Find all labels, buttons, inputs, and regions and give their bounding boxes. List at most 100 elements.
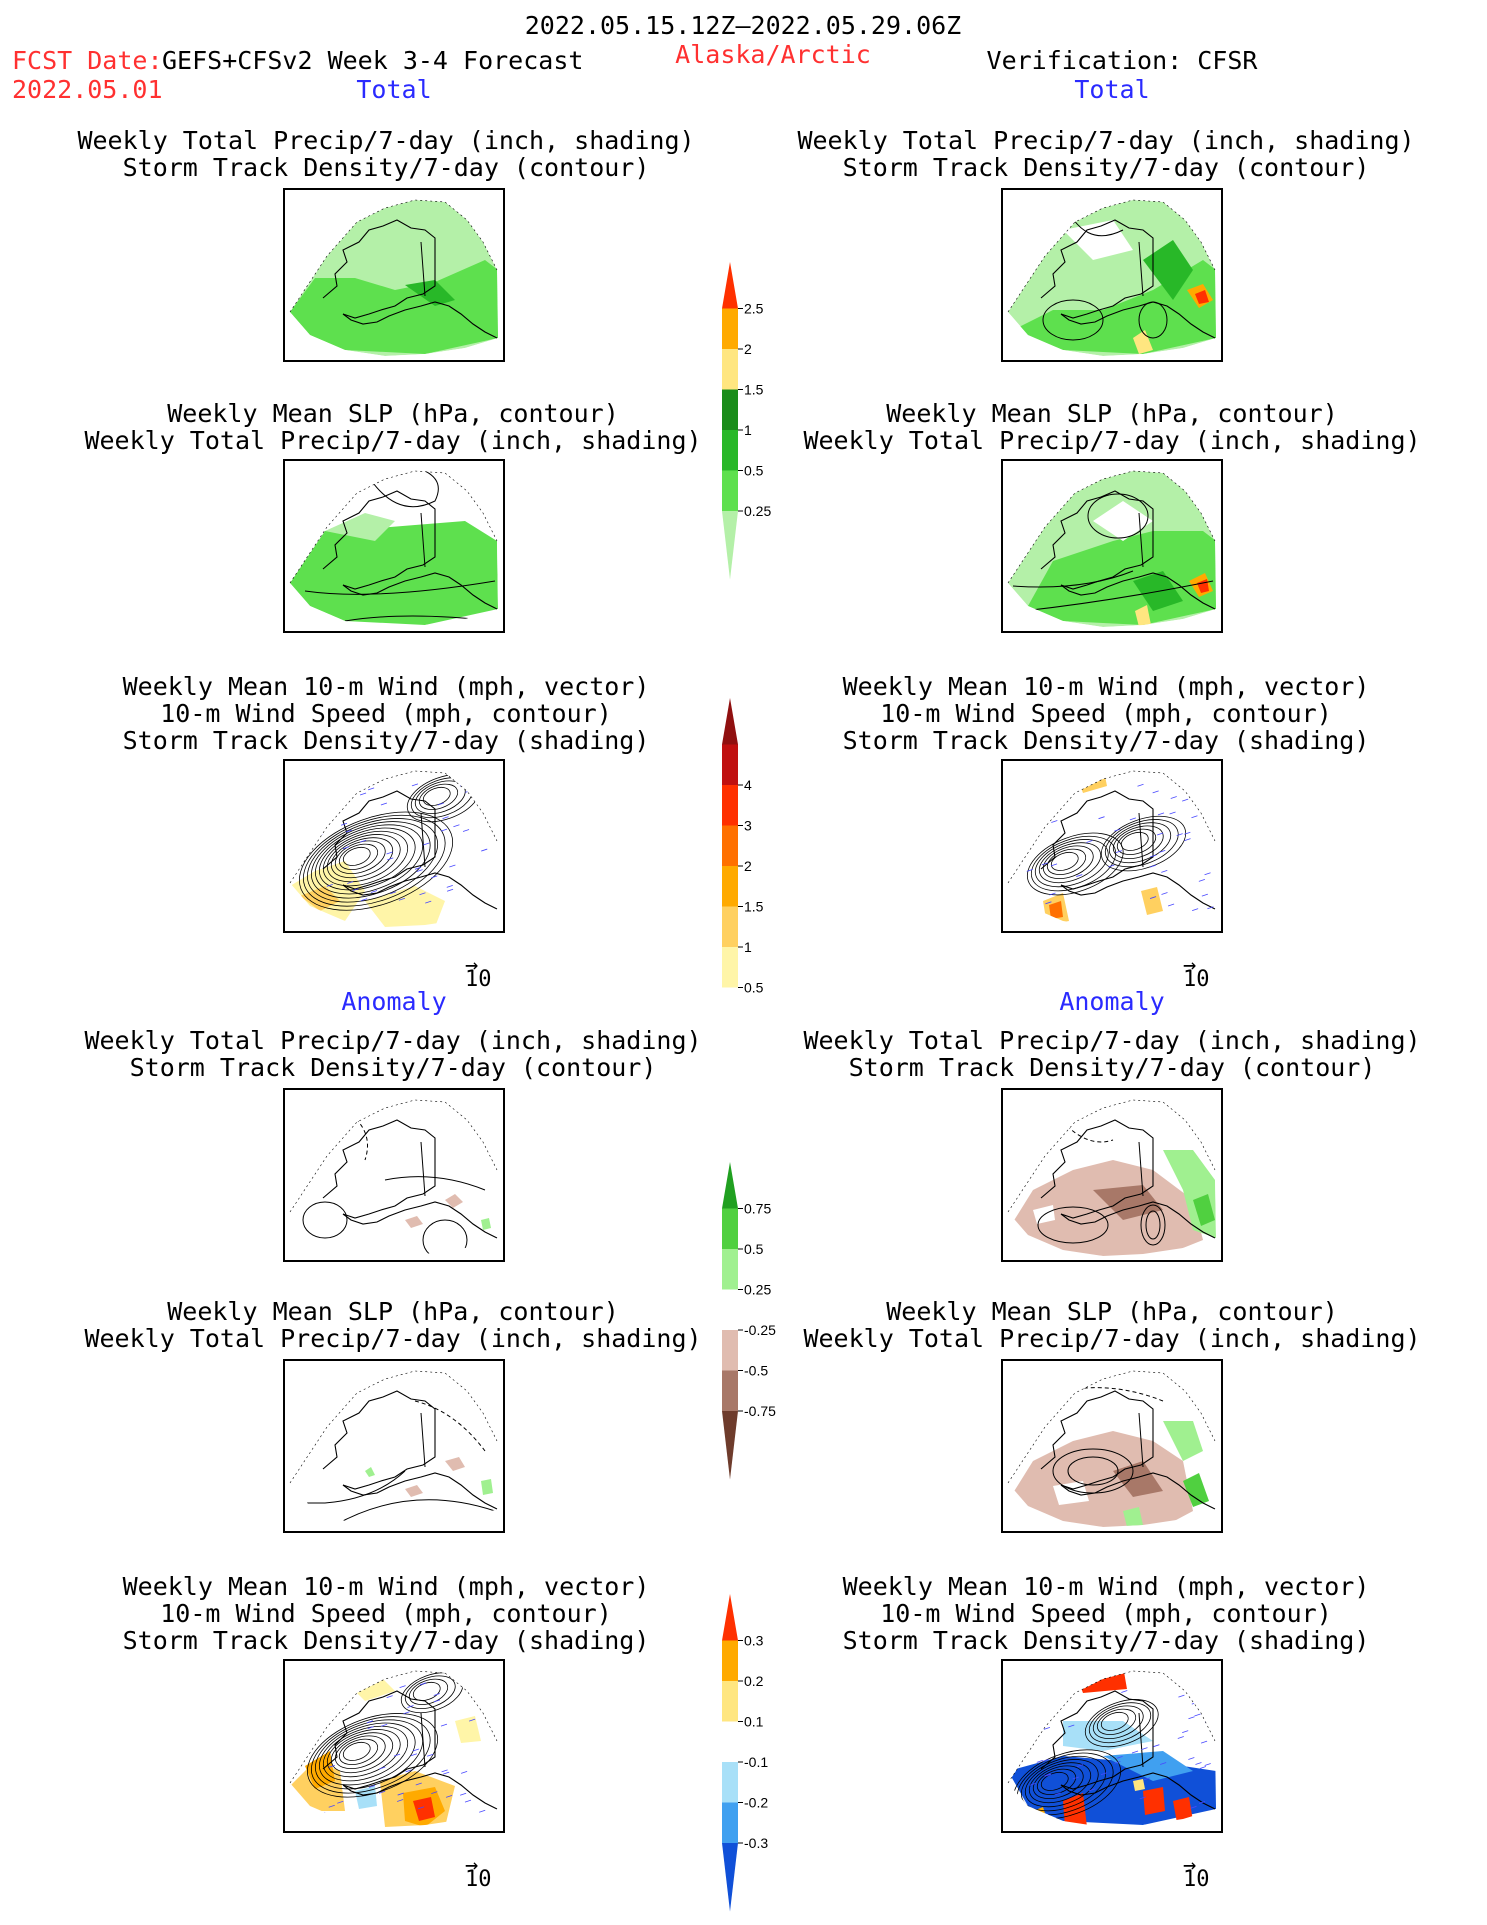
shaded-region: [1113, 1461, 1163, 1497]
map-wind-track-anomaly-verif: [1001, 1659, 1223, 1833]
border-line: [420, 512, 426, 568]
wind-vector: [440, 828, 448, 832]
border-line: [420, 1412, 426, 1468]
section-anomaly-left: Anomaly: [341, 987, 447, 1016]
shaded-region: [365, 886, 445, 927]
wind-vector: [318, 1811, 326, 1815]
panel-title: Weekly Total Precip/7-day (inch, shading…: [77, 126, 695, 182]
map-svg: [1007, 1099, 1216, 1256]
verification-label: Verification: CFSR: [986, 46, 1258, 75]
contour-line: [314, 1719, 424, 1790]
wind-vector: [342, 846, 350, 850]
wind-vector: [1201, 893, 1208, 897]
shaded-region: [1193, 1194, 1215, 1226]
map-edge: [289, 1370, 498, 1484]
panel-title: Weekly Mean 10-m Wind (mph, vector) 10-m …: [122, 672, 650, 755]
map-edge: [289, 770, 498, 884]
wind-vector: [1044, 1773, 1052, 1777]
wind-vector: [1177, 1736, 1184, 1739]
border-line: [1138, 241, 1144, 297]
colorbar-svg: -0.3 -0.2 -0.1 0.1 0.2 0.3: [722, 1594, 768, 1912]
coastline: [1040, 1690, 1154, 1790]
coastline: [1060, 572, 1216, 610]
map-wind-track-total-fcst: [283, 759, 505, 933]
contour-line: [1145, 1210, 1161, 1240]
wind-vector: [403, 1711, 410, 1715]
colorbar-segment: [722, 1162, 738, 1209]
colorbar-segment: [722, 866, 738, 907]
wind-vector: [1199, 1766, 1207, 1769]
colorbar-segment: [722, 308, 738, 349]
contour-line: [1042, 299, 1104, 341]
coastline: [1060, 301, 1216, 339]
wind-vector: [1194, 1713, 1201, 1717]
shaded-region: [1079, 771, 1097, 785]
panel-title: Weekly Total Precip/7-day (inch, shading…: [797, 126, 1415, 182]
contour-line: [318, 827, 416, 891]
panel-title: Weekly Mean 10-m Wind (mph, vector) 10-m …: [842, 1572, 1370, 1655]
shaded-region: [1093, 501, 1153, 541]
colorbar-segment: [722, 1802, 738, 1843]
colorbar-tick-label: 0.2: [744, 1673, 764, 1689]
colorbar-tick-label: -0.75: [744, 1403, 776, 1419]
shaded-region: [365, 1467, 375, 1477]
colorbar-segment: [722, 947, 738, 988]
colorbar-segment: [722, 744, 738, 785]
wind-vector: [1192, 908, 1199, 911]
coastline: [1060, 872, 1216, 910]
colorbar-segment: [722, 1681, 738, 1722]
shaded-region: [481, 1218, 491, 1230]
map-slp-precip-anomaly-verif: [1001, 1359, 1223, 1533]
colorbar-segment: [722, 1411, 738, 1480]
wind-vector: [1152, 790, 1159, 794]
coastline: [1040, 1119, 1154, 1219]
colorbar-segment: [722, 1249, 738, 1290]
wind-vector: [1204, 1719, 1212, 1723]
shaded-region: [1093, 1185, 1163, 1220]
colorbar-segment: [722, 1370, 738, 1411]
colorbar-segment: [722, 389, 738, 430]
colorbar-segment: [722, 987, 738, 1056]
map-precip-track-anomaly-verif: [1001, 1088, 1223, 1262]
wind-vector: [410, 1753, 418, 1757]
wind-vector: [393, 1753, 401, 1757]
wind-vector: [1156, 832, 1164, 836]
vector-scale-arrow-icon: →: [1183, 1853, 1197, 1878]
shaded-region: [405, 1216, 423, 1228]
wind-vector: [412, 1748, 420, 1752]
map-edge: [1007, 1670, 1216, 1784]
map-svg: [1007, 199, 1216, 356]
wind-vector: [1037, 1717, 1044, 1721]
wind-vector: [1204, 1763, 1211, 1766]
map-svg: [1007, 1370, 1216, 1527]
vector-scale-label: 10: [1183, 1867, 1210, 1892]
wind-vector: [1190, 1805, 1197, 1809]
contour-line: [334, 840, 386, 875]
section-total-right: Total: [1074, 75, 1150, 104]
contour-line: [338, 843, 379, 870]
wind-vector: [1182, 1730, 1189, 1733]
colorbar-segment: [722, 470, 738, 511]
colorbar-tick-label: -0.3: [744, 1835, 768, 1851]
colorbar-tick-label: 0.3: [744, 1633, 764, 1649]
wind-vector: [389, 891, 397, 895]
wind-vector: [431, 875, 438, 879]
shaded-region: [481, 1479, 493, 1495]
contour-line: [338, 1738, 379, 1765]
shaded-region: [445, 1457, 465, 1471]
contour-line: [1030, 835, 1117, 892]
colorbar-svg: 0.25 0.5 1 1.5 2 2.5: [722, 262, 771, 580]
wind-vector: [423, 842, 430, 846]
map-wind-track-anomaly-fcst: [283, 1659, 505, 1833]
shaded-region: [1133, 1779, 1145, 1791]
map-svg: [289, 770, 498, 927]
contour-line: [1120, 831, 1149, 851]
colorbar-tick-label: -0.2: [744, 1795, 768, 1811]
wind-vector: [1149, 896, 1157, 899]
contour-line: [408, 1678, 449, 1705]
wind-vector: [397, 1792, 404, 1796]
map-edge: [1007, 470, 1216, 584]
contour-line: [1038, 842, 1102, 884]
border-line: [1138, 512, 1144, 568]
contour-line: [1088, 1702, 1152, 1744]
